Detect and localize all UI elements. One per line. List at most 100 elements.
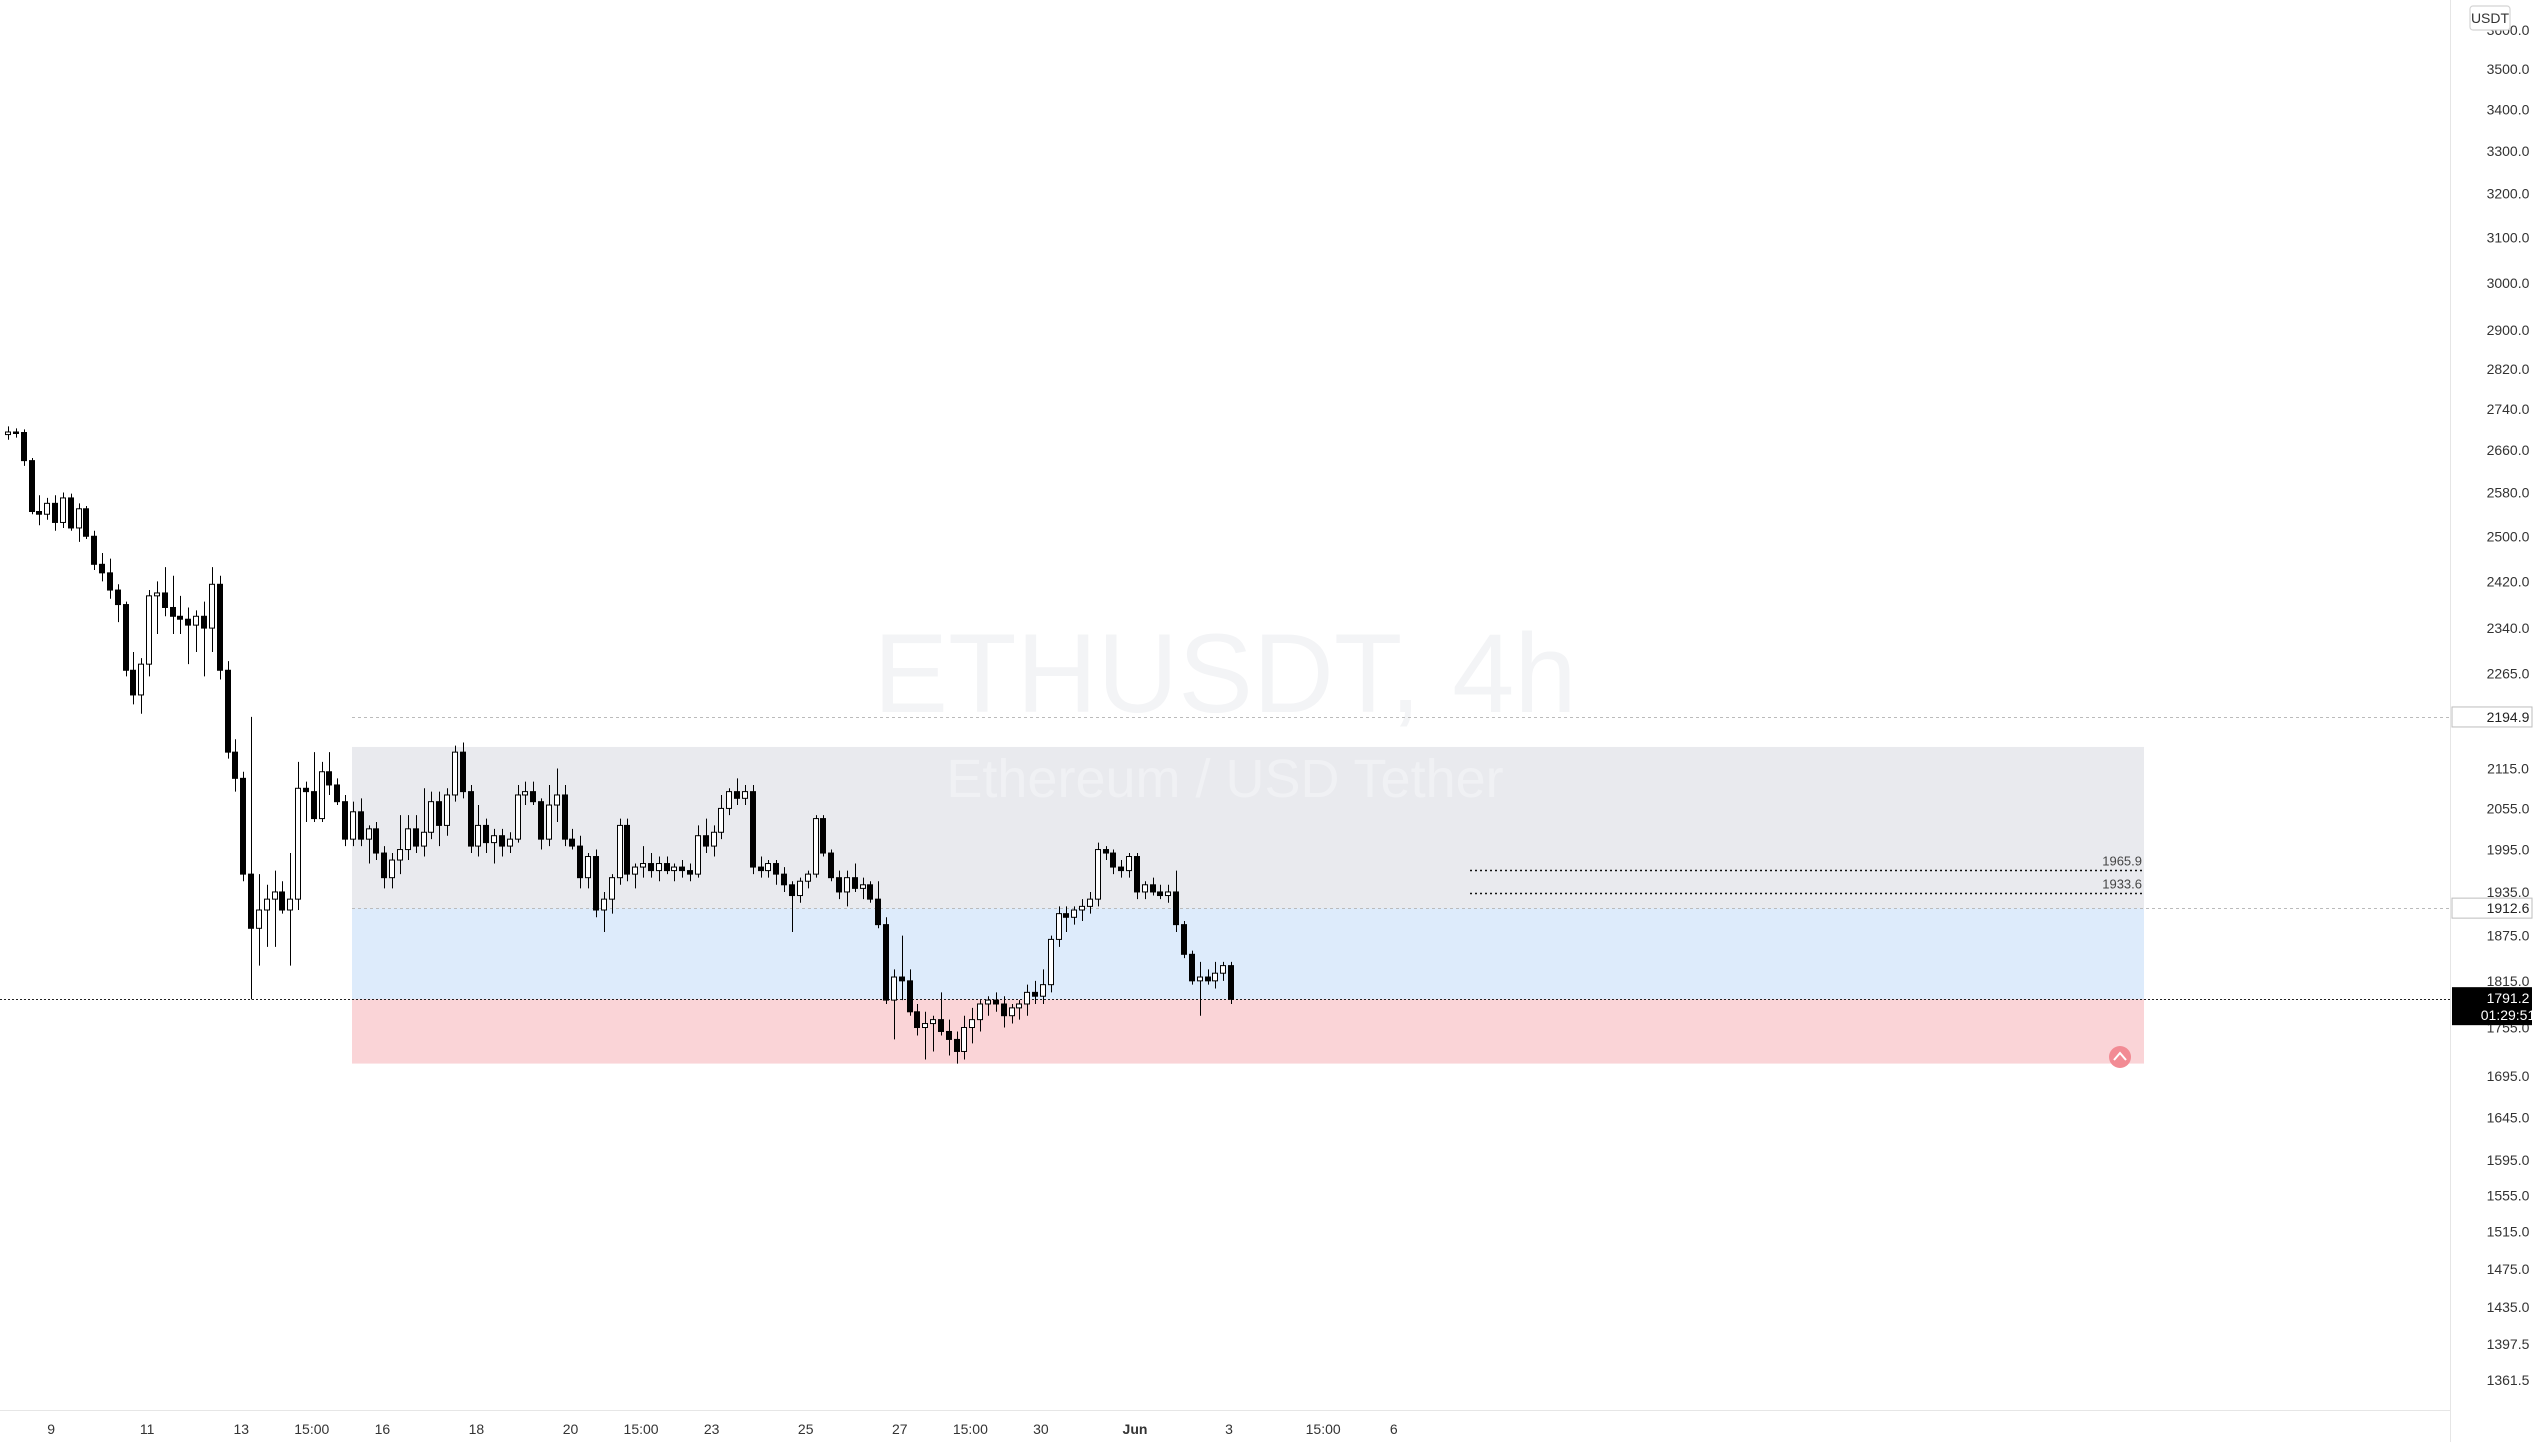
alert-icon — [2109, 1046, 2131, 1068]
level-label-0: 1965.9 — [2102, 854, 2142, 869]
candle-body-80 — [632, 866, 638, 875]
candle-body-107 — [844, 877, 850, 893]
alert-layer[interactable] — [2109, 1046, 2131, 1068]
candle-body-8 — [68, 497, 74, 529]
price-tick-label: 3100.0 — [2487, 230, 2530, 246]
price-tick-label: 3400.0 — [2487, 101, 2530, 117]
candle-body-137 — [1079, 905, 1085, 911]
price-tick-label: 1935.0 — [2487, 884, 2530, 900]
currency-label[interactable]: USDT — [2469, 5, 2511, 31]
price-tick-label: 2115.0 — [2487, 760, 2529, 776]
candle-body-88 — [695, 835, 701, 875]
candle-body-144 — [1134, 856, 1140, 893]
price-tick-label: 1515.0 — [2487, 1224, 2530, 1240]
candle-body-136 — [1071, 909, 1077, 918]
candle-body-69 — [546, 804, 552, 840]
candle-body-43 — [342, 801, 348, 840]
candle-body-51 — [405, 828, 411, 851]
price-tick-label: 1995.0 — [2487, 842, 2530, 858]
time-tick-label: 23 — [704, 1421, 720, 1437]
price-tick-label: 2580.0 — [2487, 485, 2530, 501]
candle-body-98 — [773, 863, 779, 875]
candle-body-96 — [758, 866, 764, 872]
candle-body-117 — [922, 1023, 928, 1029]
zone-2 — [352, 999, 2144, 1064]
price-tick-label: 1435.0 — [2487, 1299, 2530, 1315]
time-tick-label: 15:00 — [294, 1421, 329, 1437]
candle-body-26 — [209, 583, 215, 629]
candle-body-72 — [569, 838, 575, 847]
candle-body-41 — [326, 771, 332, 786]
price-tick-label: 2820.0 — [2487, 361, 2530, 377]
candle-body-116 — [914, 1011, 920, 1029]
candle-body-111 — [875, 898, 881, 926]
candle-body-118 — [930, 1019, 936, 1025]
candle-body-153 — [1205, 976, 1211, 982]
candle-body-17 — [138, 663, 144, 696]
candle-body-14 — [115, 589, 121, 606]
candle-body-1 — [13, 431, 19, 434]
candle-body-16 — [130, 669, 136, 696]
candle-body-115 — [907, 980, 913, 1013]
alert-chevron-icon — [2113, 1051, 2127, 1061]
time-axis[interactable]: 9 11 13 15:00 16 18 20 15:00 23 25 27 15:00 30 Jun 3 15… — [47, 1421, 1398, 1437]
candle-body-109 — [860, 884, 866, 889]
candle-body-61 — [483, 824, 489, 844]
candle-body-30 — [240, 777, 246, 875]
time-tick-label: 13 — [233, 1421, 249, 1437]
candle-body-125 — [985, 999, 991, 1005]
candle-body-76 — [601, 898, 607, 911]
candle-body-18 — [146, 595, 152, 665]
price-tick-label: 1555.0 — [2487, 1187, 2530, 1203]
countdown-text: 01:29:51 — [2481, 1007, 2534, 1023]
price-tick-label: 1875.0 — [2487, 928, 2530, 944]
price-tick-label: 1645.0 — [2487, 1109, 2530, 1125]
candle-body-86 — [679, 866, 685, 872]
price-tick-label: 2420.0 — [2487, 573, 2530, 589]
current-price-text: 1791.2 — [2487, 990, 2530, 1006]
time-tick-label: 18 — [469, 1421, 485, 1437]
price-labels-layer: 2194.9 1912.6 1791.201:29:51 — [2451, 706, 2534, 1026]
candle-body-81 — [640, 863, 646, 868]
candle-body-123 — [969, 1019, 975, 1029]
price-tick-label: 1361.5 — [2487, 1372, 2530, 1388]
candle-body-102 — [805, 873, 811, 882]
price-tick-label: 3300.0 — [2487, 143, 2530, 159]
current-price-box — [2452, 987, 2532, 1026]
candle-body-53 — [421, 831, 427, 847]
candle-body-155 — [1220, 965, 1226, 974]
candle-body-58 — [460, 751, 466, 793]
candle-body-3 — [29, 460, 35, 512]
candle-body-124 — [977, 1003, 983, 1021]
candle-body-92 — [726, 791, 732, 809]
candle-body-4 — [36, 510, 42, 515]
candle-body-126 — [993, 999, 999, 1005]
candle-body-122 — [961, 1027, 967, 1052]
candle-body-84 — [664, 863, 670, 872]
candle-body-68 — [538, 801, 544, 840]
candle-body-29 — [232, 751, 238, 779]
candle-body-22 — [177, 615, 183, 620]
candle-body-39 — [311, 791, 317, 820]
candle-body-79 — [624, 824, 630, 875]
candle-body-99 — [781, 873, 787, 886]
candle-body-15 — [123, 604, 129, 671]
candle-body-146 — [1150, 884, 1156, 893]
price-tick-label: 2900.0 — [2487, 322, 2530, 338]
candle-body-139 — [1095, 849, 1101, 900]
candle-body-138 — [1087, 898, 1093, 907]
candle-body-10 — [83, 508, 89, 537]
candle-body-154 — [1212, 972, 1218, 982]
candle-body-62 — [491, 835, 497, 844]
candle-body-0 — [5, 431, 11, 436]
candle-body-9 — [76, 508, 82, 529]
level-label-1: 1933.6 — [2102, 877, 2142, 892]
candle-body-47 — [373, 828, 379, 854]
time-tick-label: 9 — [47, 1421, 55, 1437]
candle-body-21 — [170, 606, 176, 617]
price-tick-label: 3200.0 — [2487, 186, 2530, 202]
level-lines-layer: 1965.9 1933.6 — [0, 717, 2450, 1000]
candle-body-32 — [256, 909, 262, 929]
